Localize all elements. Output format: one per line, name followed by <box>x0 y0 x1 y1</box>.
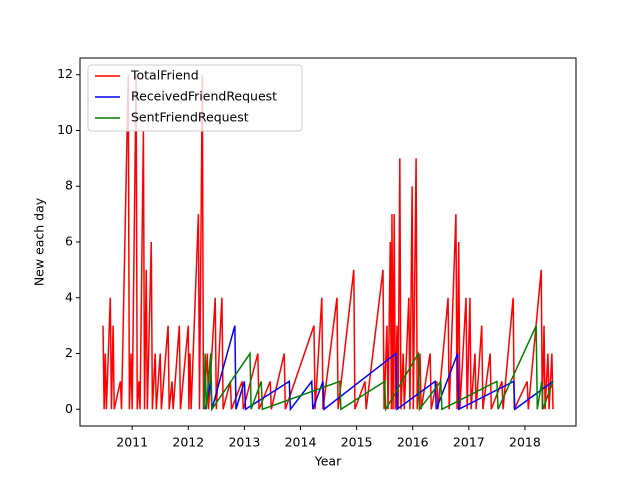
y-tick-label: 12 <box>57 66 73 81</box>
y-tick-label: 6 <box>65 234 73 249</box>
legend-box <box>87 64 303 132</box>
x-tick-label: 2017 <box>453 435 485 450</box>
data-line <box>102 74 554 410</box>
y-axis-label: New each day <box>32 197 47 286</box>
x-tick-label: 2016 <box>397 435 429 450</box>
x-tick-label: 2011 <box>116 435 148 450</box>
y-tick-label: 0 <box>65 401 73 416</box>
y-tick-label: 10 <box>57 122 73 137</box>
x-tick-label: 2014 <box>285 435 317 450</box>
x-tick-label: 2018 <box>509 435 541 450</box>
x-tick-label: 2012 <box>172 435 204 450</box>
x-tick-label: 2013 <box>228 435 260 450</box>
data-line <box>203 325 554 412</box>
y-tick-label: 4 <box>65 289 73 304</box>
data-line <box>204 325 554 412</box>
legend-label: ReceivedFriendRequest <box>131 89 277 104</box>
legend-label: TotalFriend <box>130 68 199 83</box>
y-tick-label: 2 <box>65 345 73 360</box>
x-tick-label: 2015 <box>341 435 373 450</box>
legend-label: SentFriendRequest <box>131 110 249 125</box>
y-tick-label: 8 <box>65 178 73 193</box>
x-axis-label: Year <box>314 454 342 469</box>
